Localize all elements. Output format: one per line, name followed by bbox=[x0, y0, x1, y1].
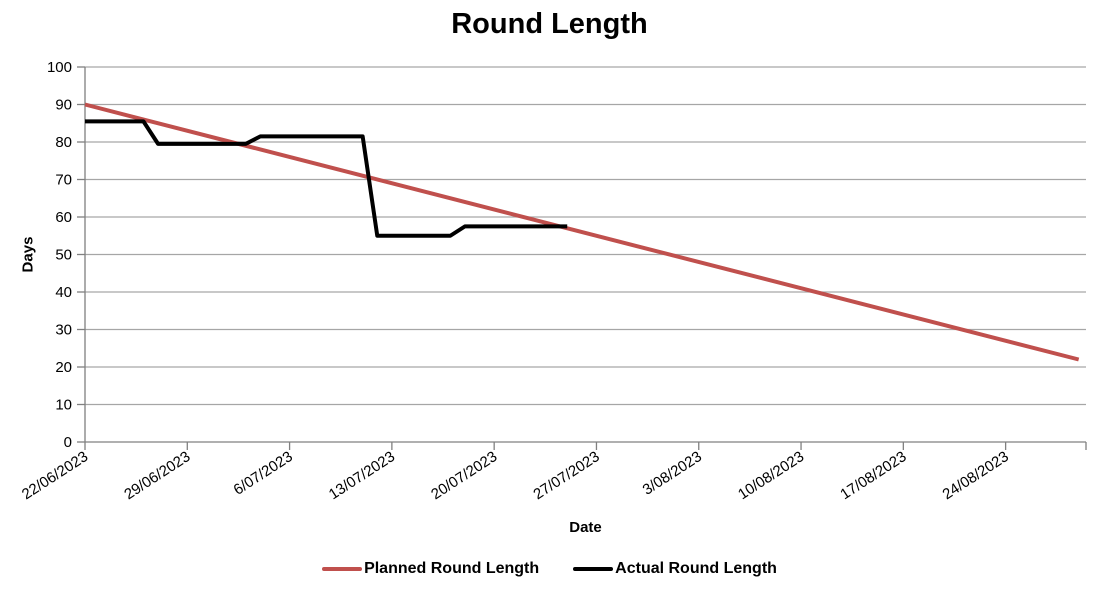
y-tick-label: 0 bbox=[64, 434, 72, 451]
legend-label-planned: Planned Round Length bbox=[364, 560, 540, 577]
planned-line-swatch-icon bbox=[322, 567, 363, 571]
legend: Planned Round Length Actual Round Length bbox=[0, 560, 1099, 578]
x-tick-label: 20/07/2023 bbox=[428, 448, 500, 503]
y-tick-label: 50 bbox=[55, 247, 72, 264]
legend-item-planned: Planned Round Length bbox=[322, 560, 539, 578]
y-tick-label: 100 bbox=[47, 59, 72, 76]
actual-line-swatch-icon bbox=[573, 567, 614, 571]
x-axis-title: Date bbox=[569, 519, 602, 536]
x-tick-label: 6/07/2023 bbox=[231, 448, 296, 499]
y-tick-label: 90 bbox=[55, 97, 72, 114]
x-tick-label: 13/07/2023 bbox=[326, 448, 398, 503]
y-tick-label: 30 bbox=[55, 322, 72, 339]
x-tick-label: 17/08/2023 bbox=[837, 448, 909, 503]
x-tick-label: 27/07/2023 bbox=[530, 448, 602, 503]
x-tick-label: 29/06/2023 bbox=[121, 448, 193, 503]
legend-item-actual: Actual Round Length bbox=[573, 560, 777, 578]
x-tick-label: 3/08/2023 bbox=[640, 448, 705, 499]
x-tick-label: 24/08/2023 bbox=[940, 448, 1012, 503]
y-tick-label: 20 bbox=[55, 359, 72, 376]
legend-label-actual: Actual Round Length bbox=[615, 560, 777, 577]
y-tick-label: 60 bbox=[55, 209, 72, 226]
actual-round-length-line bbox=[85, 119, 568, 238]
x-tick-label: 22/06/2023 bbox=[19, 448, 91, 503]
y-tick-label: 40 bbox=[55, 284, 72, 301]
y-axis-title: Days bbox=[19, 236, 37, 273]
x-tick-label: 10/08/2023 bbox=[735, 448, 807, 503]
planned-round-length-line bbox=[84, 102, 1080, 362]
plot-area: 0 10 20 30 40 50 60 70 80 90 100 22/06/2023 29/06/20… bbox=[19, 59, 1087, 503]
y-tick-label: 70 bbox=[55, 172, 72, 189]
y-tick-label: 80 bbox=[55, 134, 72, 151]
y-tick-label: 10 bbox=[55, 397, 72, 414]
chart-title: Round Length bbox=[451, 8, 648, 40]
